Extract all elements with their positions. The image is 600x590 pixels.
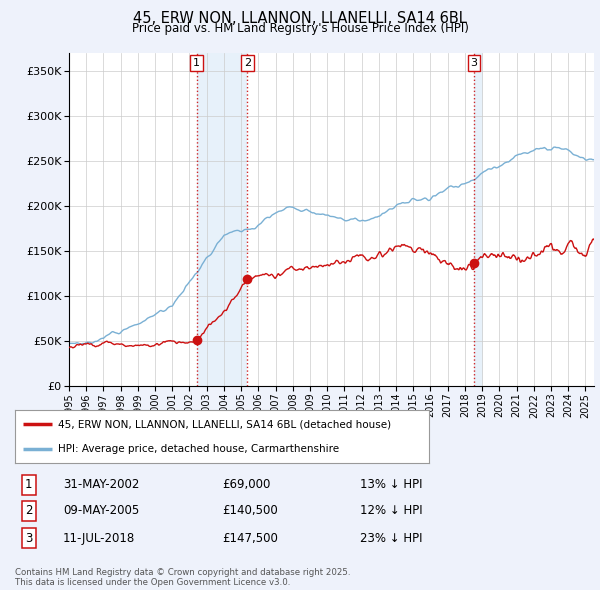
Text: 2: 2: [25, 504, 32, 517]
Text: 1: 1: [25, 478, 32, 491]
Text: 3: 3: [470, 58, 478, 68]
Text: Contains HM Land Registry data © Crown copyright and database right 2025.
This d: Contains HM Land Registry data © Crown c…: [15, 568, 350, 587]
Text: £140,500: £140,500: [222, 504, 278, 517]
Text: £147,500: £147,500: [222, 532, 278, 545]
Text: 1: 1: [193, 58, 200, 68]
Bar: [474, 53, 482, 386]
Text: 09-MAY-2005: 09-MAY-2005: [63, 504, 139, 517]
Bar: [197, 53, 247, 386]
Text: Price paid vs. HM Land Registry's House Price Index (HPI): Price paid vs. HM Land Registry's House …: [131, 22, 469, 35]
Text: 2: 2: [244, 58, 251, 68]
Text: 3: 3: [25, 532, 32, 545]
Text: 31-MAY-2002: 31-MAY-2002: [63, 478, 139, 491]
Text: 45, ERW NON, LLANNON, LLANELLI, SA14 6BL: 45, ERW NON, LLANNON, LLANELLI, SA14 6BL: [133, 11, 467, 25]
Text: HPI: Average price, detached house, Carmarthenshire: HPI: Average price, detached house, Carm…: [58, 444, 340, 454]
Text: 45, ERW NON, LLANNON, LLANELLI, SA14 6BL (detached house): 45, ERW NON, LLANNON, LLANELLI, SA14 6BL…: [58, 419, 392, 430]
Text: 12% ↓ HPI: 12% ↓ HPI: [360, 504, 422, 517]
Text: 11-JUL-2018: 11-JUL-2018: [63, 532, 135, 545]
Text: 23% ↓ HPI: 23% ↓ HPI: [360, 532, 422, 545]
Text: £69,000: £69,000: [222, 478, 271, 491]
Text: 13% ↓ HPI: 13% ↓ HPI: [360, 478, 422, 491]
